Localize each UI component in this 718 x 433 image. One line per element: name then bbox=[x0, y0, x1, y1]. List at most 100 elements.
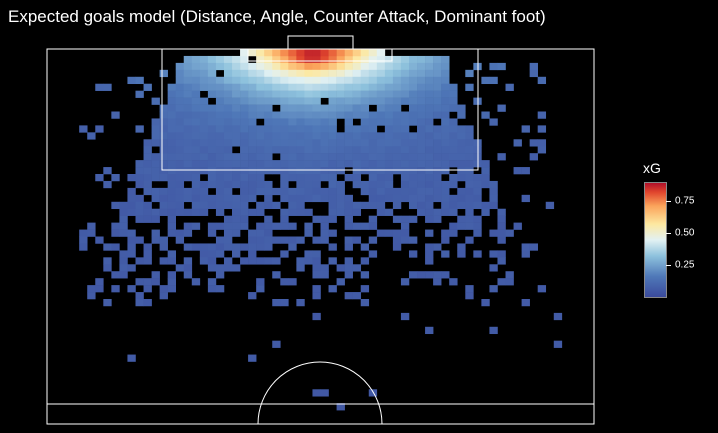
heatmap-cell bbox=[521, 194, 530, 203]
heatmap-cell bbox=[288, 208, 297, 216]
heatmap-cell bbox=[135, 208, 144, 216]
heatmap-cell bbox=[392, 69, 402, 78]
heatmap-cell bbox=[304, 146, 313, 154]
heatmap-cell bbox=[272, 299, 281, 307]
heatmap-cell bbox=[328, 49, 337, 57]
heatmap-cell bbox=[417, 153, 426, 161]
heatmap-cell bbox=[360, 132, 370, 140]
heatmap-cell bbox=[433, 62, 442, 71]
heatmap-cell bbox=[248, 153, 257, 161]
heatmap-cell bbox=[400, 174, 410, 182]
heatmap-cell bbox=[408, 69, 418, 78]
heatmap-cell bbox=[127, 76, 136, 85]
heatmap-cell bbox=[344, 104, 353, 112]
heatmap-cell bbox=[159, 153, 168, 161]
heatmap-cell bbox=[151, 153, 160, 161]
heatmap-cell bbox=[320, 215, 329, 223]
heatmap-cell bbox=[151, 97, 160, 105]
heatmap-cell bbox=[481, 208, 490, 216]
heatmap-cell bbox=[336, 278, 345, 286]
heatmap-cell bbox=[320, 83, 329, 91]
heatmap-cell bbox=[191, 243, 201, 251]
heatmap-cell bbox=[441, 208, 450, 216]
heatmap-cell bbox=[344, 76, 353, 85]
heatmap-cell bbox=[336, 49, 345, 57]
heatmap-cell bbox=[232, 125, 241, 133]
heatmap-cell bbox=[344, 236, 353, 244]
heatmap-cell bbox=[232, 160, 241, 168]
heatmap-cell bbox=[441, 250, 450, 258]
heatmap-cell bbox=[473, 180, 482, 189]
heatmap-cell bbox=[280, 250, 289, 258]
heatmap-cell bbox=[344, 55, 353, 64]
heatmap-cell bbox=[280, 153, 289, 161]
heatmap-cell bbox=[191, 194, 201, 203]
heatmap-cell bbox=[191, 125, 201, 133]
heatmap-cell bbox=[248, 167, 257, 175]
heatmap-cell bbox=[441, 104, 450, 112]
heatmap-cell bbox=[425, 111, 434, 119]
heatmap-cell bbox=[264, 187, 273, 196]
heatmap-cell bbox=[521, 299, 530, 307]
heatmap-cell bbox=[199, 257, 209, 265]
heatmap-cell bbox=[167, 271, 176, 279]
heatmap-cell bbox=[296, 90, 305, 98]
heatmap-cell bbox=[199, 139, 209, 147]
heatmap-cell bbox=[223, 83, 233, 91]
heatmap-cell bbox=[473, 194, 482, 203]
heatmap-cell bbox=[457, 222, 466, 230]
heatmap-cell bbox=[489, 250, 498, 258]
heatmap-cell bbox=[223, 229, 233, 237]
heatmap-cell bbox=[304, 160, 313, 168]
heatmap-cell bbox=[481, 76, 490, 85]
heatmap-cell bbox=[449, 90, 458, 98]
heatmap-cell bbox=[232, 139, 241, 147]
heatmap-cell bbox=[433, 271, 442, 279]
heatmap-cell bbox=[312, 111, 321, 119]
heatmap-cell bbox=[392, 111, 402, 119]
heatmap-cell bbox=[232, 118, 241, 126]
heatmap-cell bbox=[376, 83, 386, 91]
heatmap-cell bbox=[159, 194, 168, 203]
heatmap-cell bbox=[425, 201, 434, 210]
heatmap-cell bbox=[328, 180, 337, 189]
heatmap-cell bbox=[344, 257, 353, 265]
heatmap-cell bbox=[328, 90, 337, 98]
heatmap-cell bbox=[199, 104, 209, 112]
heatmap-cell bbox=[191, 187, 201, 196]
heatmap-cell bbox=[433, 55, 442, 64]
heatmap-cell bbox=[392, 153, 402, 161]
heatmap-cell bbox=[537, 285, 547, 293]
heatmap-cell bbox=[425, 160, 434, 168]
heatmap-cell bbox=[360, 76, 370, 85]
heatmap-cell bbox=[280, 69, 289, 78]
heatmap-cell bbox=[272, 160, 281, 168]
heatmap-cell bbox=[175, 90, 185, 98]
heatmap-cell bbox=[529, 69, 538, 78]
heatmap-cell bbox=[417, 132, 426, 140]
heatmap-cell bbox=[368, 111, 378, 119]
heatmap-cell bbox=[384, 229, 394, 237]
heatmap-cell bbox=[280, 55, 289, 64]
heatmap-cell bbox=[417, 167, 426, 175]
heatmap-cell bbox=[433, 132, 442, 140]
heatmap-cell-isolated bbox=[553, 340, 563, 348]
heatmap-cell bbox=[304, 167, 313, 175]
heatmap-cell bbox=[328, 167, 337, 175]
heatmap-cell bbox=[191, 104, 201, 112]
heatmap-cell bbox=[312, 69, 321, 78]
heatmap-cell bbox=[304, 83, 313, 91]
heatmap-cell bbox=[360, 104, 370, 112]
heatmap-cell bbox=[183, 174, 193, 182]
heatmap-cell bbox=[288, 97, 297, 105]
heatmap-cell bbox=[223, 160, 233, 168]
heatmap-cell bbox=[175, 83, 185, 91]
heatmap-cell bbox=[392, 243, 402, 251]
heatmap-cell bbox=[207, 264, 217, 272]
heatmap-cell bbox=[400, 69, 410, 78]
heatmap-cell bbox=[457, 139, 466, 147]
heatmap-cell bbox=[376, 160, 386, 168]
heatmap-cell bbox=[441, 76, 450, 85]
heatmap-cell bbox=[384, 146, 394, 154]
heatmap-cell bbox=[368, 125, 378, 133]
